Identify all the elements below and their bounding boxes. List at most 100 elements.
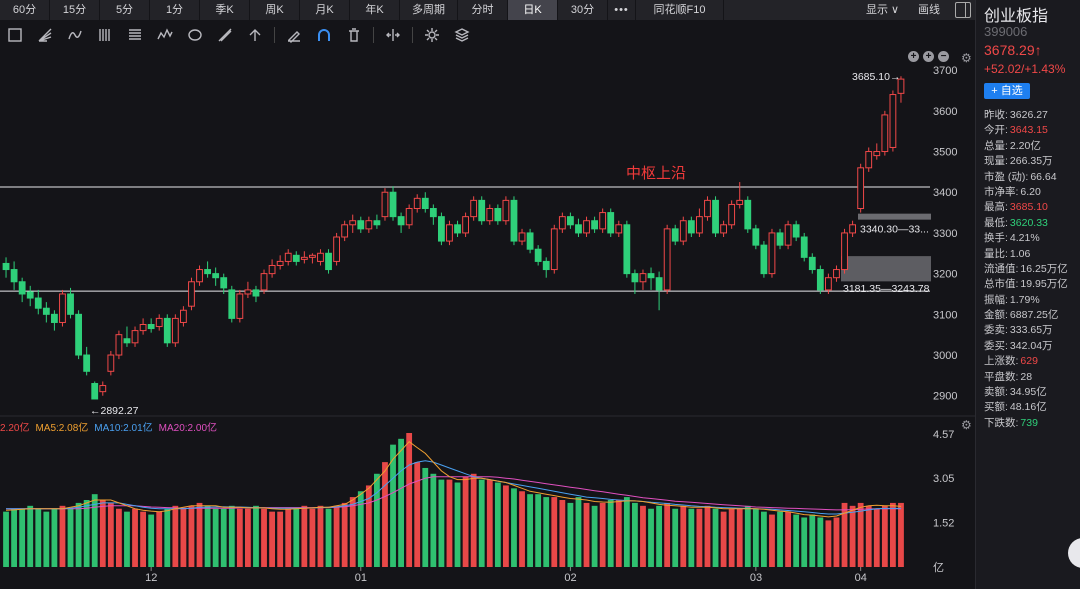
- period-tab[interactable]: 周K: [250, 0, 300, 20]
- stat-value: 266.35万: [1009, 155, 1053, 168]
- volume-bar: [833, 517, 840, 567]
- stat-value: 6887.25亿: [1009, 309, 1059, 322]
- period-tab[interactable]: 60分: [0, 0, 50, 20]
- volume-bar: [478, 479, 485, 567]
- candle-body: [800, 236, 808, 258]
- candle-body: [663, 228, 671, 291]
- volume-bar: [704, 505, 711, 567]
- stat-label: 委买:: [984, 339, 1008, 352]
- candle-body: [196, 269, 203, 283]
- candle-body: [284, 252, 292, 262]
- chart-settings-icon[interactable]: ⚙: [961, 51, 972, 65]
- period-tab[interactable]: •••: [608, 0, 636, 20]
- volume-bar: [744, 505, 751, 567]
- bars-icon[interactable]: [90, 24, 120, 46]
- volume-bar: [801, 517, 808, 567]
- trend-icon[interactable]: [210, 24, 240, 46]
- volume-bar: [793, 514, 800, 567]
- volume-bar: [212, 508, 219, 567]
- stat-label: 振幅:: [984, 293, 1008, 306]
- pen-icon[interactable]: [279, 24, 309, 46]
- stat-label: 总市值:: [984, 278, 1019, 291]
- period-tab[interactable]: 1分: [150, 0, 200, 20]
- period-tab[interactable]: 分时: [458, 0, 508, 20]
- panel-toggle-icon[interactable]: [955, 2, 971, 18]
- volume-bar: [11, 508, 17, 567]
- candle-body: [776, 232, 784, 246]
- candle-body: [51, 313, 58, 323]
- candle-body: [575, 224, 582, 234]
- drawing-toolbar: [0, 22, 975, 48]
- period-tab[interactable]: 月K: [300, 0, 350, 20]
- trash-icon[interactable]: [339, 24, 369, 46]
- volume-bar: [503, 485, 509, 567]
- add-favorite-button[interactable]: + 自选: [984, 83, 1030, 99]
- period-tab[interactable]: 年K: [350, 0, 400, 20]
- stat-label: 上涨数:: [984, 355, 1019, 368]
- stat-row: 昨收: 3626.27: [984, 108, 1080, 123]
- volume-bar: [261, 508, 267, 567]
- volume-bar: [204, 505, 211, 567]
- magnet-icon[interactable]: [309, 24, 339, 46]
- candle-body: [889, 94, 897, 148]
- draw-line-button[interactable]: 画线: [918, 4, 940, 16]
- period-tab[interactable]: 5分: [100, 0, 150, 20]
- settings-icon[interactable]: [417, 24, 447, 46]
- period-tab[interactable]: 15分: [50, 0, 100, 20]
- candle-body: [244, 289, 252, 295]
- period-tab[interactable]: 30分: [558, 0, 608, 20]
- candle-body: [180, 309, 187, 323]
- volume-bar: [333, 505, 340, 567]
- volume-bar: [591, 505, 598, 567]
- ma-legend: 2.20亿 MA5:2.08亿 MA10:2.01亿 MA20:2.00亿: [0, 419, 217, 434]
- zoom-out-icon[interactable]: −: [938, 51, 949, 62]
- crosshair-icon[interactable]: [0, 24, 30, 46]
- period-tab[interactable]: 季K: [200, 0, 250, 20]
- period-tab[interactable]: 同花顺F10: [636, 0, 724, 20]
- stat-value: 34.95亿: [1009, 386, 1047, 399]
- zoom-in-icon[interactable]: +: [908, 51, 919, 62]
- cycle-icon[interactable]: [60, 24, 90, 46]
- volume-bar: [648, 508, 654, 567]
- candle-body: [712, 199, 719, 234]
- volume-bar: [712, 508, 719, 567]
- candle-body: [728, 203, 736, 226]
- price-tick-label: 3700: [933, 65, 957, 77]
- volume-bar: [865, 505, 872, 567]
- split-icon[interactable]: [378, 24, 408, 46]
- candle-body: [18, 281, 26, 295]
- candle-body: [252, 289, 260, 297]
- candle-body: [83, 354, 91, 372]
- add-indicator-icon[interactable]: +: [923, 51, 934, 62]
- period-tab[interactable]: 日K: [508, 0, 558, 20]
- candlestick-chart[interactable]: 3700 3600 3500 3400 3300 3200 3100 3000 2900 3685…: [0, 48, 975, 589]
- display-menu[interactable]: 显示 ∨: [866, 4, 900, 16]
- upper-box: [858, 213, 931, 220]
- arrow-up-icon[interactable]: [240, 24, 270, 46]
- candle-body: [687, 220, 695, 234]
- period-tab[interactable]: 多周期: [400, 0, 458, 20]
- layers-icon[interactable]: [447, 24, 477, 46]
- fan-icon[interactable]: [30, 24, 60, 46]
- volume-bar: [494, 482, 501, 567]
- ma5-line: [5, 441, 902, 518]
- wave-icon[interactable]: [150, 24, 180, 46]
- floating-button[interactable]: [1068, 538, 1080, 568]
- ellipse-icon[interactable]: [180, 24, 210, 46]
- volume-settings-icon[interactable]: ⚙: [961, 418, 972, 432]
- stat-label: 昨收:: [984, 109, 1008, 121]
- stat-label: 流通值:: [984, 262, 1019, 275]
- candle-body: [542, 260, 550, 271]
- candle-body: [91, 383, 99, 400]
- stat-label: 市净率:: [984, 185, 1019, 198]
- candle-body: [865, 151, 873, 169]
- candle-body: [155, 317, 163, 328]
- volume-bar: [422, 467, 429, 567]
- stat-value: 629: [1020, 355, 1038, 368]
- volume-bar: [688, 508, 695, 567]
- fib-icon[interactable]: [120, 24, 150, 46]
- volume-bar: [761, 511, 767, 567]
- volume-bar: [785, 511, 791, 567]
- candle-body: [583, 220, 590, 234]
- candle-body: [752, 228, 760, 246]
